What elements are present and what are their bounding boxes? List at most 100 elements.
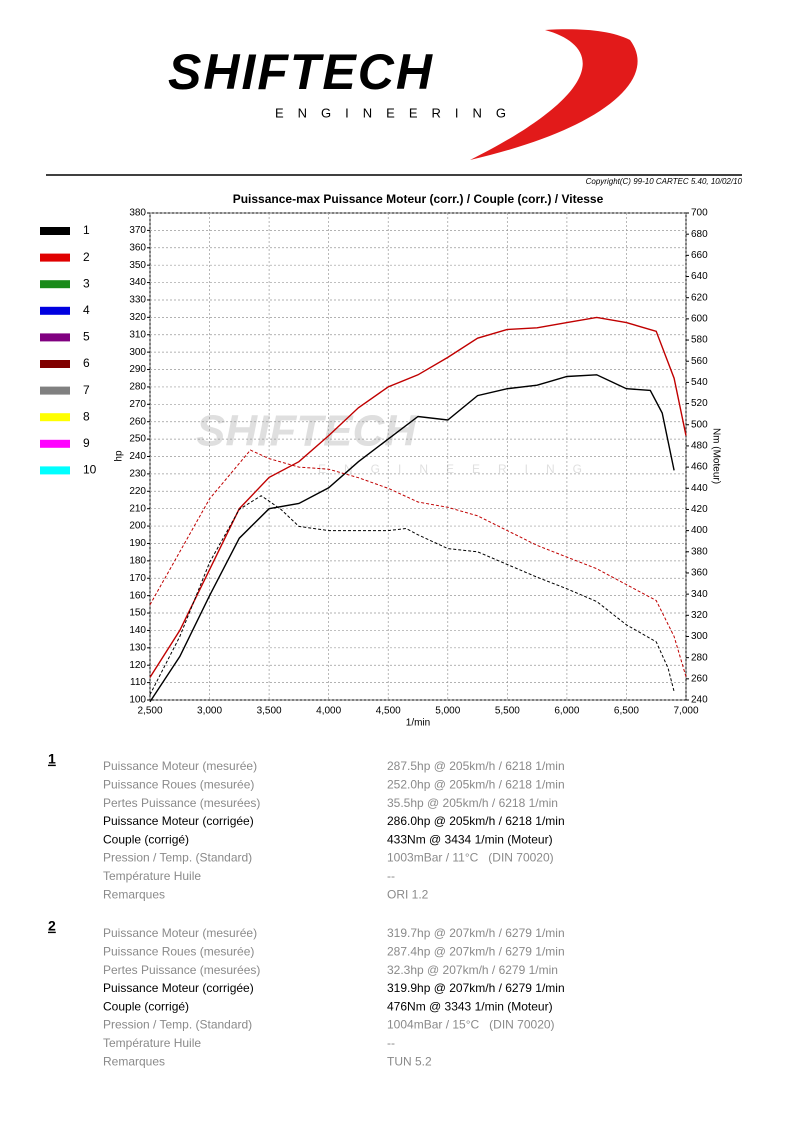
result-number: 2 [48, 918, 56, 934]
power-curve [149, 374, 675, 703]
y2-tick-label: 640 [691, 271, 708, 282]
torque-curve [149, 449, 687, 677]
result-value: 476Nm @ 3343 1/min (Moteur) [387, 999, 553, 1013]
legend-swatch [40, 253, 70, 262]
legend-swatch [40, 280, 70, 289]
logo-brand: SHIFTECH [168, 44, 434, 100]
y-tick-label: 170 [129, 573, 146, 584]
y-axis-label: hp [114, 450, 125, 462]
result-label: Couple (corrigé) [103, 832, 189, 846]
legend-swatch [40, 386, 70, 395]
logo-tagline: ENGINEERING [275, 105, 520, 120]
result-value: -- [387, 869, 395, 883]
y-tick-label: 140 [129, 625, 146, 636]
result-label: Température Huile [103, 1036, 201, 1050]
y2-tick-label: 540 [691, 377, 708, 388]
y-tick-label: 330 [129, 295, 146, 306]
y-tick-label: 290 [129, 364, 146, 375]
y-tick-label: 190 [129, 538, 146, 549]
x-axis-label: 1/min [406, 718, 430, 729]
result-value: 32.3hp @ 207km/h / 6279 1/min [387, 963, 558, 977]
y-tick-label: 200 [129, 521, 146, 532]
result-label: Puissance Moteur (mesurée) [103, 926, 257, 940]
y2-tick-label: 520 [691, 398, 708, 409]
y-tick-label: 370 [129, 225, 146, 236]
result-value: 252.0hp @ 205km/h / 6218 1/min [387, 777, 565, 791]
result-value: 1003mBar / 11°C (DIN 70020) [387, 851, 554, 865]
result-value: 319.7hp @ 207km/h / 6279 1/min [387, 926, 565, 940]
result-label: Puissance Moteur (corrigée) [103, 814, 254, 828]
legend-label: 7 [83, 383, 90, 397]
x-tick-label: 5,000 [435, 706, 460, 717]
watermark: SHIFTECH ENGINEERING [196, 407, 582, 477]
y2-tick-label: 580 [691, 335, 708, 346]
chart-title: Puissance-max Puissance Moteur (corr.) /… [233, 192, 604, 206]
y2-tick-label: 280 [691, 652, 708, 663]
y-tick-label: 350 [129, 260, 146, 271]
y-tick-label: 120 [129, 660, 146, 671]
legend-label: 6 [83, 356, 90, 370]
result-value: ORI 1.2 [387, 887, 429, 901]
result-label: Remarques [103, 887, 165, 901]
result-label: Puissance Roues (mesurée) [103, 777, 254, 791]
result-label: Pertes Puissance (mesurées) [103, 963, 260, 977]
y2-tick-label: 320 [691, 610, 708, 621]
y-tick-label: 110 [130, 677, 146, 688]
y2-tick-label: 660 [691, 250, 708, 261]
legend-swatch [40, 360, 70, 368]
x-tick-label: 2,500 [137, 706, 162, 717]
result-label: Puissance Roues (mesurée) [103, 944, 254, 958]
result-label: Puissance Moteur (corrigée) [103, 981, 254, 995]
y2-tick-label: 440 [691, 483, 708, 494]
result-value: 319.9hp @ 207km/h / 6279 1/min [387, 981, 565, 995]
power-curve [149, 316, 687, 678]
y-tick-label: 300 [129, 347, 146, 358]
legend-swatch [40, 333, 70, 342]
y2-tick-label: 500 [691, 419, 708, 430]
result-label: Puissance Moteur (mesurée) [103, 759, 257, 773]
result-label: Pression / Temp. (Standard) [103, 1018, 252, 1032]
result-value: 287.5hp @ 205km/h / 6218 1/min [387, 759, 565, 773]
y-tick-label: 280 [129, 382, 146, 393]
logo-swoosh [470, 29, 638, 160]
y2-tick-label: 400 [691, 525, 708, 536]
y-tick-label: 220 [129, 486, 146, 497]
result-value: 433Nm @ 3434 1/min (Moteur) [387, 832, 553, 846]
y2-tick-label: 460 [691, 462, 708, 473]
legend-label: 8 [83, 409, 90, 423]
y-tick-label: 150 [129, 608, 146, 619]
legend-label: 4 [83, 303, 90, 317]
y-tick-label: 130 [129, 642, 146, 653]
y2-tick-label: 480 [691, 441, 708, 452]
legend-label: 3 [83, 276, 90, 290]
result-label: Pertes Puissance (mesurées) [103, 796, 260, 810]
x-tick-label: 6,500 [614, 706, 639, 717]
y-tick-label: 160 [129, 590, 146, 601]
y2-tick-label: 680 [691, 229, 708, 240]
y-tick-label: 380 [129, 208, 146, 219]
y2-tick-label: 420 [691, 504, 708, 515]
result-label: Remarques [103, 1054, 165, 1068]
y2-axis-label: Nm (Moteur) [710, 428, 721, 484]
legend-label: 10 [83, 463, 97, 477]
legend-label: 5 [83, 330, 90, 344]
legend-label: 9 [83, 436, 90, 450]
y2-tick-label: 240 [691, 695, 708, 706]
result-value: 287.4hp @ 207km/h / 6279 1/min [387, 944, 565, 958]
result-value: TUN 5.2 [387, 1054, 432, 1068]
x-tick-label: 6,000 [554, 706, 579, 717]
y2-tick-label: 360 [691, 568, 708, 579]
legend-swatch [40, 413, 70, 422]
y2-tick-label: 260 [691, 673, 708, 684]
y-tick-label: 180 [129, 555, 146, 566]
y-tick-label: 250 [129, 434, 146, 445]
legend-swatch [40, 466, 70, 475]
legend-swatch [40, 227, 70, 235]
legend-label: 2 [83, 250, 90, 264]
torque-curve [149, 495, 675, 695]
y-tick-label: 240 [129, 451, 146, 462]
x-tick-label: 3,000 [197, 706, 222, 717]
result-label: Pression / Temp. (Standard) [103, 851, 252, 865]
y-tick-label: 340 [129, 277, 146, 288]
